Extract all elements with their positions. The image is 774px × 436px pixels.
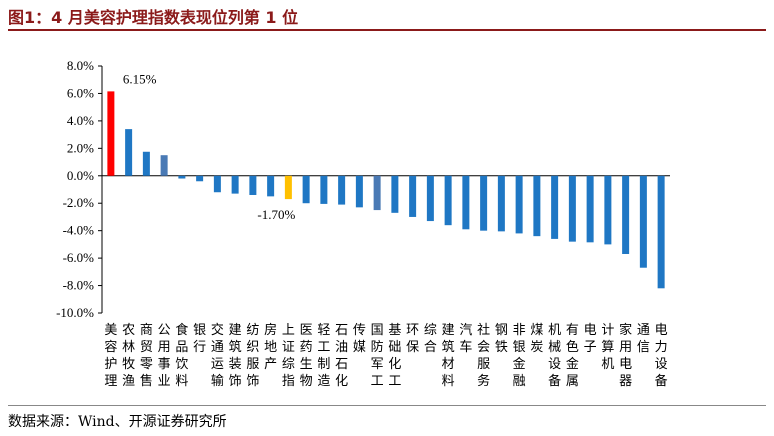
category-label: 非银金融: [513, 323, 526, 389]
y-tick-label: 0.0%: [67, 168, 94, 183]
category-label: 煤炭: [530, 323, 543, 355]
y-tick-label: 8.0%: [67, 58, 94, 73]
category-label: 汽车: [459, 323, 472, 355]
category-label: 建筑装饰: [229, 323, 242, 389]
category-label: 电子: [584, 323, 597, 355]
category-label: 建筑材料: [442, 323, 455, 389]
data-label: -1.70%: [257, 207, 295, 222]
bar-17: [391, 175, 399, 213]
bars: [107, 91, 665, 289]
source-rule: [8, 405, 766, 406]
category-label: 食品饮料: [175, 322, 188, 389]
bar-13: [320, 175, 328, 204]
bar-28: [586, 175, 594, 243]
bar-6: [196, 175, 204, 182]
bar-23: [497, 175, 505, 232]
category-label: 国防军工: [371, 323, 384, 389]
bar-16: [373, 175, 381, 211]
category-label: 机械设备: [548, 323, 561, 389]
category-label: 上证综指: [282, 323, 295, 389]
category-label: 房地产: [264, 322, 277, 372]
title-rule: [8, 29, 766, 31]
category-label: 家用电器: [619, 322, 632, 389]
y-tick-label: 2.0%: [67, 140, 94, 155]
category-labels: 美容护理农林牧渔商贸零售公用事业食品饮料银行交通运输建筑装饰纺织服饰房地产上证综…: [104, 322, 667, 389]
category-label: 公用事业: [158, 323, 171, 389]
category-label: 石油石化: [335, 323, 348, 389]
y-tick-label: -8.0%: [63, 278, 95, 293]
bar-25: [533, 175, 541, 237]
category-label: 银行: [193, 323, 206, 355]
category-label: 环保: [406, 323, 419, 355]
category-label: 美容护理: [104, 323, 117, 389]
category-label: 基础化工: [388, 323, 401, 389]
bar-26: [551, 175, 559, 239]
bar-29: [604, 175, 612, 245]
category-label: 商贸零售: [140, 323, 153, 389]
bar-1: [107, 91, 115, 176]
source-note: 数据来源：Wind、开源证券研究所: [8, 414, 227, 430]
y-tick-label: -2.0%: [63, 195, 95, 210]
bar-24: [515, 175, 523, 234]
bar-2: [125, 129, 133, 176]
category-label: 传媒: [353, 323, 366, 355]
bar-3: [142, 151, 150, 176]
bar-15: [355, 175, 363, 208]
bar-14: [338, 175, 346, 205]
y-tick-label: -6.0%: [63, 250, 95, 265]
category-label: 轻工制造: [317, 323, 330, 389]
figure-title: 图1：4 月美容护理指数表现位列第 1 位: [8, 8, 299, 27]
data-label: 6.15%: [123, 71, 157, 86]
y-axis: 8.0% 6.0% 4.0% 2.0% 0.0% -2.0% -4.0% -6.0% -8.0%…: [56, 58, 670, 320]
category-label: 有色金属: [566, 323, 579, 389]
bar-8: [231, 175, 239, 194]
category-label: 钢铁: [495, 323, 508, 355]
bar-9: [249, 175, 257, 195]
category-label: 纺织服饰: [246, 323, 259, 389]
category-label: 社会服务: [477, 322, 490, 389]
category-label: 综合: [424, 323, 437, 355]
category-label: 电力设备: [655, 323, 668, 389]
bar-30: [622, 175, 630, 254]
y-tick-label: -4.0%: [63, 223, 95, 238]
annotations: 6.15% -1.70%: [123, 71, 296, 222]
bar-5: [178, 175, 186, 179]
bar-18: [409, 175, 417, 217]
y-tick-label: -10.0%: [56, 305, 94, 320]
bar-31: [639, 175, 647, 268]
y-tick-label: 6.0%: [67, 85, 94, 100]
bar-27: [568, 175, 576, 242]
bar-chart: 8.0% 6.0% 4.0% 2.0% 0.0% -2.0% -4.0% -6.0% -8.0%…: [56, 58, 670, 389]
category-label: 通信: [637, 323, 650, 355]
category-label: 交通运输: [211, 322, 224, 389]
category-label: 医药生物: [300, 323, 313, 389]
bar-19: [426, 175, 434, 222]
category-label: 计算机: [601, 323, 614, 372]
bar-21: [462, 175, 470, 230]
category-label: 农林牧渔: [122, 323, 135, 389]
bar-12: [302, 175, 310, 204]
bar-11: [284, 175, 292, 200]
bar-7: [213, 175, 221, 193]
y-tick-label: 4.0%: [67, 113, 94, 128]
bar-32: [657, 175, 665, 289]
bar-4: [160, 155, 168, 176]
bar-22: [480, 175, 488, 231]
bar-20: [444, 175, 452, 226]
bar-10: [267, 175, 275, 197]
